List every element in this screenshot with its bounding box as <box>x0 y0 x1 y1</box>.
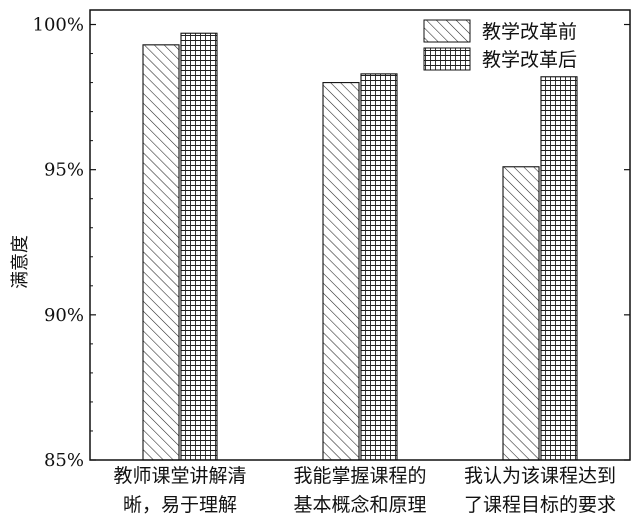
legend-label-after: 教学改革后 <box>482 49 577 71</box>
legend-swatch-after <box>423 47 471 71</box>
y-tick-label: 85% <box>44 450 84 471</box>
y-axis-tick-labels: 85% 90% 95% 100% <box>33 15 84 471</box>
bar-after <box>360 73 398 461</box>
y-tick-label: 95% <box>44 160 84 181</box>
plot-frame <box>89 9 631 461</box>
bar-after <box>540 76 578 461</box>
x-category-label: 我认为该课程达到 <box>464 465 616 487</box>
bar-after <box>180 32 218 461</box>
bar-before <box>322 82 360 461</box>
x-category-label: 晰，易于理解 <box>123 494 237 516</box>
y-tick-label: 90% <box>44 305 84 326</box>
x-category-label: 教师课堂讲解清 <box>113 465 246 487</box>
x-category-label: 基本概念和原理 <box>293 493 426 516</box>
bar-before <box>142 44 180 461</box>
bars-layer <box>142 32 578 461</box>
legend-swatch-before <box>423 19 471 43</box>
legend-label-before: 教学改革前 <box>482 21 577 43</box>
legend: 教学改革前 教学改革后 <box>423 19 577 71</box>
x-category-label: 我能掌握课程的 <box>293 465 426 487</box>
y-axis-title: 满意度 <box>10 235 31 289</box>
x-category-label: 了课程目标的要求 <box>464 494 616 516</box>
y-tick-label: 100% <box>33 15 84 36</box>
bar-before <box>502 166 540 461</box>
